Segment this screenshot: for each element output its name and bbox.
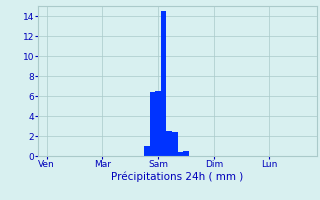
Bar bbox=[150, 92, 155, 156]
Bar bbox=[161, 11, 166, 156]
Bar bbox=[183, 151, 189, 156]
Bar bbox=[144, 146, 150, 156]
Bar bbox=[178, 152, 183, 156]
Bar bbox=[155, 91, 161, 156]
Bar bbox=[166, 131, 172, 156]
Bar bbox=[172, 132, 178, 156]
X-axis label: Précipitations 24h ( mm ): Précipitations 24h ( mm ) bbox=[111, 172, 244, 182]
